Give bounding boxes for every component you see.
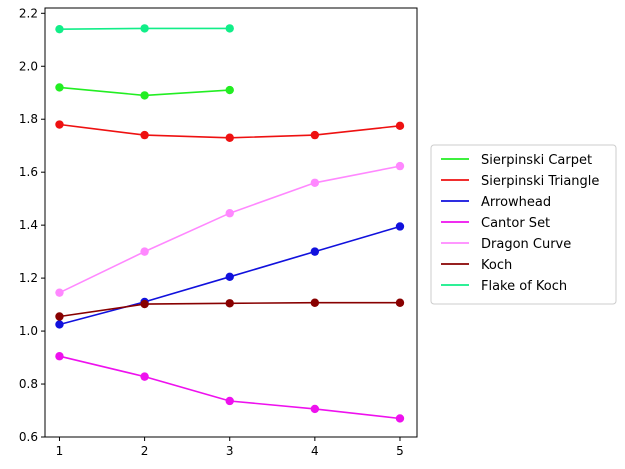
- x-tick-label: 5: [396, 444, 404, 458]
- legend-label: Sierpinski Carpet: [481, 153, 592, 168]
- data-point: [140, 247, 149, 256]
- data-point: [55, 24, 64, 34]
- x-tick-label: 3: [226, 444, 234, 458]
- legend-entry: Sierpinski Carpet: [441, 153, 592, 168]
- data-point: [55, 352, 64, 361]
- legend-label: Dragon Curve: [481, 237, 571, 252]
- data-point: [395, 298, 405, 307]
- series-1: [55, 120, 405, 142]
- series-3: [55, 352, 405, 423]
- legend-label: Koch: [481, 258, 512, 273]
- y-tick-label: 2.2: [19, 6, 38, 20]
- legend-box: [430, 144, 617, 305]
- series-0: [55, 83, 234, 100]
- data-point: [140, 24, 149, 33]
- series-5: [55, 298, 405, 321]
- data-point: [310, 404, 320, 414]
- series-2: [55, 222, 405, 329]
- x-axis: 1 2 3 4 5: [56, 437, 404, 458]
- data-point: [310, 247, 320, 256]
- data-point: [140, 372, 149, 381]
- data-point: [55, 312, 64, 321]
- data-point: [395, 121, 405, 131]
- data-point: [310, 178, 320, 187]
- y-tick-label: 2.0: [19, 59, 38, 73]
- data-point: [140, 91, 149, 100]
- x-tick-label: 4: [311, 444, 319, 458]
- data-point: [55, 288, 64, 297]
- data-point: [225, 209, 234, 218]
- series-4: [55, 161, 405, 297]
- y-tick-label: 0.8: [19, 377, 38, 391]
- legend-entry: Flake of Koch: [441, 279, 567, 294]
- y-tick-label: 1.4: [19, 218, 38, 232]
- data-point: [395, 222, 405, 231]
- legend-label: Arrowhead: [481, 195, 551, 210]
- data-point: [225, 396, 234, 406]
- y-tick-label: 1.0: [19, 324, 38, 338]
- legend-label: Sierpinski Triangle: [481, 174, 599, 189]
- y-axis: 0.6 0.8 1.0 1.2 1.4 1.6 1.8 2.0 2.2: [19, 6, 45, 444]
- y-tick-label: 0.6: [19, 430, 38, 444]
- legend: Sierpinski Carpet Sierpinski Triangle Arro…: [430, 144, 617, 305]
- series-6: [55, 24, 234, 34]
- data-point: [140, 130, 149, 140]
- y-tick-label: 1.6: [19, 165, 38, 179]
- data-point: [225, 24, 234, 33]
- legend-label: Flake of Koch: [481, 279, 567, 294]
- y-tick-label: 1.2: [19, 271, 38, 285]
- data-point: [225, 85, 234, 95]
- plot-frame: [44, 7, 418, 438]
- data-point: [55, 83, 64, 92]
- legend-entry: Arrowhead: [441, 195, 551, 210]
- data-point: [310, 298, 320, 307]
- data-point: [225, 272, 234, 281]
- data-point: [225, 133, 234, 142]
- legend-label: Cantor Set: [481, 216, 550, 231]
- plot-area: [44, 7, 418, 438]
- legend-entry: Sierpinski Triangle: [441, 174, 599, 189]
- data-point: [225, 299, 234, 308]
- x-tick-label: 1: [56, 444, 64, 458]
- data-point: [55, 120, 64, 129]
- data-point: [395, 414, 405, 423]
- y-tick-label: 1.8: [19, 112, 38, 126]
- legend-entry: Cantor Set: [441, 216, 550, 231]
- data-point: [310, 130, 320, 140]
- data-point: [140, 299, 149, 309]
- x-tick-label: 2: [141, 444, 149, 458]
- legend-entry: Dragon Curve: [441, 237, 571, 252]
- data-point: [55, 320, 64, 329]
- legend-entry: Koch: [441, 258, 512, 273]
- data-point: [395, 161, 405, 171]
